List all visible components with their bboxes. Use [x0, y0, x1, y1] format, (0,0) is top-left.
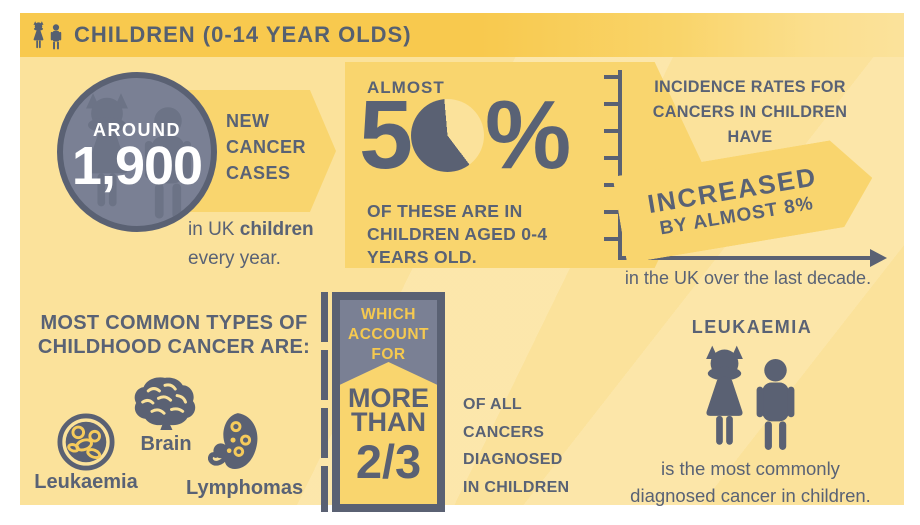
fill-level-shape: [340, 362, 437, 504]
age-caption: OF THESE ARE IN CHILDREN AGED 0-4 YEARS …: [367, 201, 548, 267]
blood-cells-icon: [57, 413, 115, 476]
incidence-caption: in the UK over the last decade.: [624, 268, 872, 288]
leukaemia-title: LEUKAEMIA: [691, 317, 813, 337]
more-than-label: MORE THAN: [348, 383, 429, 437]
age-stat: 5 %: [359, 80, 571, 189]
axis-tick: [604, 102, 618, 106]
axis-tick: [604, 75, 618, 79]
cases-arrow-label: NEW CANCER CASES: [226, 111, 307, 183]
type-label-leukaemia: Leukaemia: [34, 471, 138, 493]
types-heading: MOST COMMON TYPES OF CHILDHOOD CANCER AR…: [37, 312, 311, 358]
page-title: CHILDREN (0-14 YEAR OLDS): [74, 22, 412, 47]
axis-tick: [604, 183, 618, 187]
fraction-value: 2/3: [355, 435, 422, 488]
age-qualifier: ALMOST: [367, 78, 445, 97]
cases-caption: in UK children every year.: [188, 219, 314, 269]
incidence-heading: INCIDENCE RATES FOR CANCERS IN CHILDREN …: [652, 78, 848, 146]
account-column: WHICH ACCOUNT FOR MORE THAN 2/3: [332, 292, 445, 512]
axis-tick: [604, 129, 618, 133]
axis-tick: [604, 237, 618, 241]
cases-number: 1,900: [71, 136, 203, 196]
brain-icon: [130, 376, 200, 435]
boy-silhouette-icon: [755, 358, 796, 457]
girl-silhouette-icon: [700, 344, 749, 457]
y-axis-line: [618, 70, 622, 260]
type-label-brain: Brain: [140, 433, 192, 455]
cases-circle: AROUND 1,900: [57, 72, 217, 232]
measure-rail: [321, 292, 328, 512]
x-axis-line: [618, 256, 874, 260]
children-icon: [30, 21, 63, 50]
which-account-label: WHICH ACCOUNT FOR: [348, 306, 429, 363]
header-bar: CHILDREN (0-14 YEAR OLDS): [20, 13, 904, 57]
account-caption: OF ALL CANCERS DIAGNOSED IN CHILDREN: [463, 396, 570, 496]
leukaemia-caption: is the most commonly diagnosed cancer in…: [630, 458, 871, 506]
axis-arrowhead-icon: [870, 249, 887, 267]
pie-chart-glyph: [410, 98, 484, 172]
axis-tick: [604, 156, 618, 160]
cases-stat: AROUND 1,900: [63, 78, 211, 226]
age-chevron-shape: ALMOST 5 % OF THESE ARE IN CHILDREN AGED…: [345, 62, 703, 268]
axis-tick: [604, 210, 618, 214]
cases-qualifier: AROUND: [93, 120, 181, 140]
lymph-node-icon: [207, 411, 261, 478]
type-label-lymphomas: Lymphomas: [186, 477, 304, 499]
